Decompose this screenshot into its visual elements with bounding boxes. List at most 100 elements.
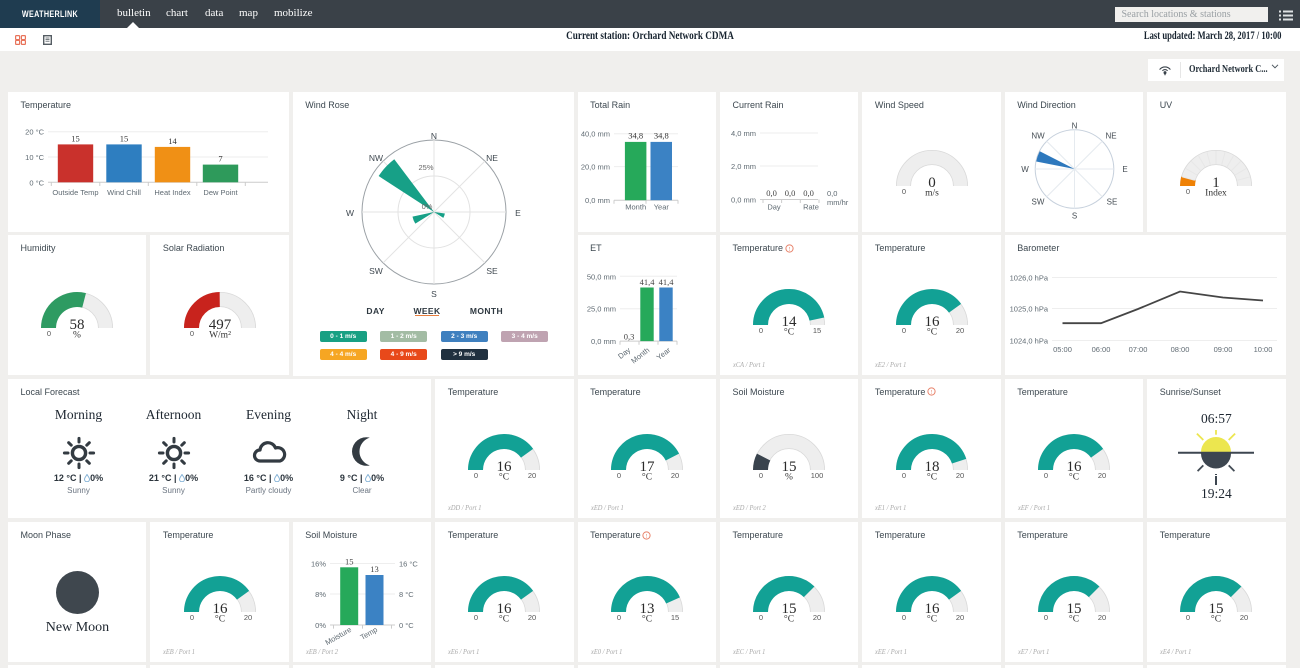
svg-text:0: 0 bbox=[759, 471, 763, 480]
svg-text:SW: SW bbox=[1031, 198, 1044, 207]
svg-text:°C: °C bbox=[927, 471, 937, 482]
svg-text:58: 58 bbox=[70, 317, 85, 333]
svg-text:Index: Index bbox=[1206, 189, 1228, 199]
svg-text:0: 0 bbox=[474, 613, 478, 622]
svg-text:0: 0 bbox=[190, 329, 194, 338]
svg-text:0,3: 0,3 bbox=[623, 332, 634, 342]
svg-text:N: N bbox=[1071, 122, 1077, 131]
svg-text:0%: 0% bbox=[421, 202, 432, 211]
svg-text:0: 0 bbox=[1044, 613, 1048, 622]
svg-text:Dew Point: Dew Point bbox=[203, 188, 238, 197]
svg-text:14: 14 bbox=[782, 314, 798, 330]
svg-text:8%: 8% bbox=[315, 590, 326, 599]
svg-text:17: 17 bbox=[639, 459, 655, 475]
svg-text:20: 20 bbox=[1240, 613, 1248, 622]
svg-text:Year: Year bbox=[654, 345, 672, 362]
svg-text:0: 0 bbox=[928, 175, 936, 191]
svg-text:%: % bbox=[785, 472, 793, 482]
svg-text:0: 0 bbox=[902, 471, 906, 480]
svg-text:16%: 16% bbox=[311, 560, 326, 569]
svg-text:2,0 mm: 2,0 mm bbox=[731, 162, 756, 171]
svg-text:20: 20 bbox=[955, 613, 963, 622]
svg-text:20,0 mm: 20,0 mm bbox=[580, 163, 609, 172]
svg-text:20: 20 bbox=[1098, 613, 1106, 622]
svg-text:7: 7 bbox=[218, 154, 222, 164]
svg-text:SE: SE bbox=[486, 266, 498, 276]
svg-text:0: 0 bbox=[759, 326, 763, 335]
svg-text:0 °C: 0 °C bbox=[29, 178, 44, 187]
svg-text:40,0 mm: 40,0 mm bbox=[580, 130, 609, 139]
svg-text:0,0 mm: 0,0 mm bbox=[585, 196, 610, 205]
svg-text:20: 20 bbox=[813, 613, 821, 622]
svg-text:20: 20 bbox=[528, 613, 536, 622]
svg-text:20: 20 bbox=[955, 326, 963, 335]
svg-text:10:00: 10:00 bbox=[1253, 345, 1272, 354]
svg-text:1026,0 hPa: 1026,0 hPa bbox=[1009, 274, 1048, 283]
svg-text:20: 20 bbox=[528, 471, 536, 480]
svg-text:0: 0 bbox=[1186, 187, 1190, 196]
svg-text:41,4: 41,4 bbox=[639, 277, 655, 287]
svg-text:8 °C: 8 °C bbox=[399, 590, 414, 599]
svg-text:16 °C: 16 °C bbox=[399, 560, 418, 569]
svg-text:0: 0 bbox=[474, 471, 478, 480]
svg-text:°C: °C bbox=[215, 614, 225, 625]
svg-text:°C: °C bbox=[927, 614, 937, 625]
svg-text:0,0 mm: 0,0 mm bbox=[591, 337, 616, 346]
svg-text:20: 20 bbox=[671, 471, 679, 480]
svg-text:0: 0 bbox=[902, 326, 906, 335]
svg-text:16: 16 bbox=[497, 459, 513, 475]
svg-text:W: W bbox=[346, 208, 354, 218]
svg-text:SW: SW bbox=[369, 266, 383, 276]
svg-text:Day: Day bbox=[767, 203, 781, 212]
svg-text:15: 15 bbox=[345, 556, 354, 566]
svg-text:41,4: 41,4 bbox=[658, 277, 674, 287]
svg-text:1: 1 bbox=[1213, 175, 1221, 191]
svg-text:0 °C: 0 °C bbox=[399, 621, 414, 630]
svg-text:Heat Index: Heat Index bbox=[154, 188, 191, 197]
svg-text:15: 15 bbox=[782, 459, 797, 475]
svg-text:Wind Chill: Wind Chill bbox=[107, 188, 141, 197]
svg-text:34,8: 34,8 bbox=[628, 131, 643, 141]
svg-text:0%: 0% bbox=[315, 621, 326, 630]
svg-text:0,0: 0,0 bbox=[766, 188, 777, 198]
svg-text:50,0 mm: 50,0 mm bbox=[586, 272, 615, 281]
svg-text:Moisture: Moisture bbox=[323, 625, 352, 647]
svg-text:Rate: Rate bbox=[803, 203, 819, 212]
svg-text:0: 0 bbox=[902, 613, 906, 622]
svg-text:13: 13 bbox=[639, 601, 654, 617]
svg-text:!: ! bbox=[788, 246, 790, 252]
svg-text:Outside Temp: Outside Temp bbox=[52, 188, 98, 197]
svg-text:Month: Month bbox=[625, 203, 646, 212]
svg-text:°C: °C bbox=[784, 327, 794, 338]
svg-text:16: 16 bbox=[1067, 459, 1083, 475]
svg-text:16: 16 bbox=[924, 601, 940, 617]
svg-text:0,0: 0,0 bbox=[803, 188, 814, 198]
svg-text:Temp: Temp bbox=[358, 625, 378, 642]
svg-text:E: E bbox=[1122, 165, 1127, 174]
svg-text:N: N bbox=[431, 131, 437, 141]
svg-text:!: ! bbox=[646, 533, 648, 539]
svg-text:16: 16 bbox=[924, 314, 940, 330]
svg-text:°C: °C bbox=[642, 614, 652, 625]
svg-text:!: ! bbox=[930, 390, 932, 396]
svg-text:15: 15 bbox=[71, 133, 80, 143]
svg-text:16: 16 bbox=[212, 601, 228, 617]
svg-text:0,0: 0,0 bbox=[827, 189, 837, 198]
svg-text:20: 20 bbox=[955, 471, 963, 480]
svg-text:497: 497 bbox=[208, 317, 231, 333]
svg-text:°C: °C bbox=[499, 471, 509, 482]
svg-text:Month: Month bbox=[629, 346, 651, 366]
svg-text:%: % bbox=[73, 330, 81, 340]
svg-text:mm/hr: mm/hr bbox=[827, 198, 849, 207]
svg-text:16: 16 bbox=[497, 601, 513, 617]
svg-text:S: S bbox=[1072, 212, 1077, 221]
svg-text:25,0 mm: 25,0 mm bbox=[586, 305, 615, 314]
svg-text:°C: °C bbox=[642, 471, 652, 482]
svg-text:4,0 mm: 4,0 mm bbox=[731, 129, 756, 138]
svg-text:0: 0 bbox=[617, 613, 621, 622]
svg-text:NW: NW bbox=[1031, 132, 1045, 141]
svg-text:°C: °C bbox=[1069, 471, 1079, 482]
svg-text:m/s: m/s bbox=[925, 189, 939, 199]
svg-text:18: 18 bbox=[924, 459, 939, 475]
svg-text:Year: Year bbox=[653, 203, 669, 212]
